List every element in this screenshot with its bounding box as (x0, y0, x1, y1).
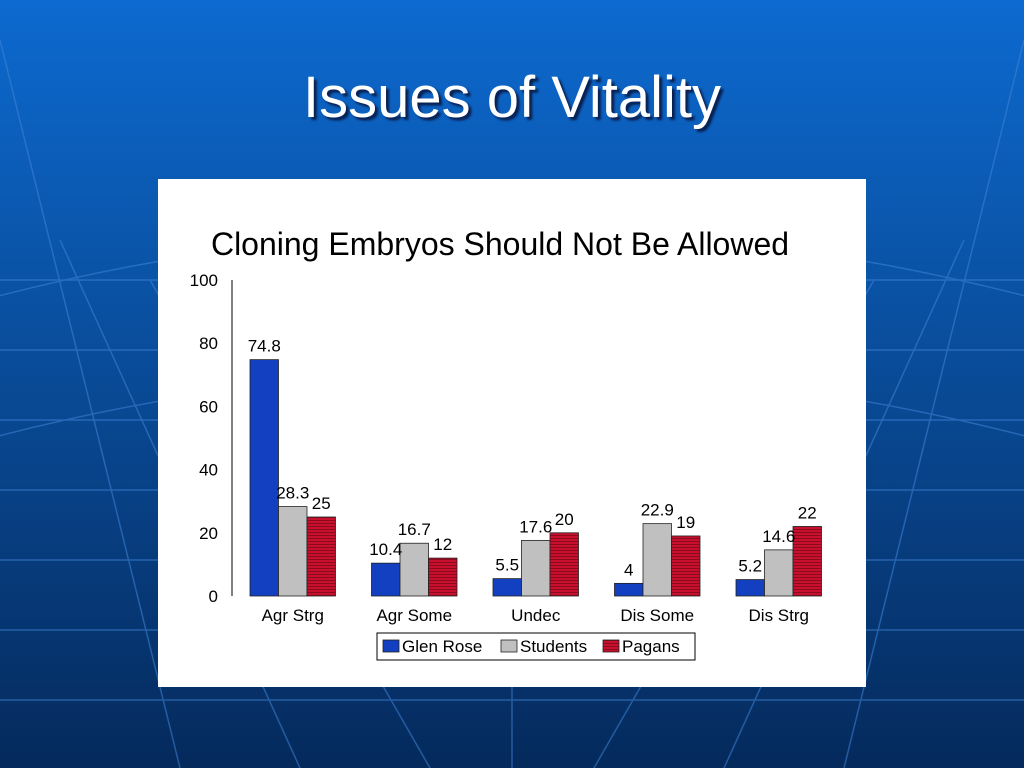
bar-glen-rose (492, 578, 522, 597)
legend: Glen Rose Students Pagans (376, 632, 696, 661)
data-label: 25 (312, 494, 331, 513)
x-tick-label: Agr Strg (262, 606, 324, 625)
bar-students (521, 539, 551, 597)
data-label: 5.5 (495, 556, 519, 575)
bar-students (278, 506, 308, 597)
bar-glen-rose (371, 562, 401, 597)
data-label: 4 (624, 560, 633, 579)
y-tick-label: 40 (199, 461, 218, 480)
bar-students (399, 542, 429, 597)
data-label: 14.6 (762, 527, 795, 546)
y-tick-label: 60 (199, 397, 218, 416)
legend-label: Pagans (622, 637, 680, 656)
bar-glen-rose (249, 359, 279, 597)
data-label: 19 (676, 513, 695, 532)
bar-glen-rose (735, 579, 765, 597)
data-label: 20 (555, 510, 574, 529)
data-label: 10.4 (369, 540, 402, 559)
bar-series (249, 359, 822, 597)
bar-pagans (549, 532, 579, 597)
legend-label: Glen Rose (402, 637, 482, 656)
data-label: 12 (433, 535, 452, 554)
x-tick-label: Undec (511, 606, 561, 625)
y-tick-label: 80 (199, 334, 218, 353)
legend-swatch (500, 639, 518, 653)
y-tick-label: 20 (199, 524, 218, 543)
data-label: 22 (798, 503, 817, 522)
legend-swatch (382, 639, 400, 653)
chart-panel: Cloning Embryos Should Not Be Allowed 0 2… (158, 179, 866, 687)
bar-pagans (306, 516, 336, 597)
x-tick-label: Dis Strg (749, 606, 809, 625)
x-tick-label: Dis Some (620, 606, 694, 625)
legend-box (376, 632, 696, 661)
data-label: 74.8 (248, 337, 281, 356)
y-tick-label: 0 (209, 587, 218, 606)
bar-students (642, 523, 672, 597)
data-label: 22.9 (641, 501, 674, 520)
bar-pagans (428, 557, 458, 597)
data-label: 17.6 (519, 517, 552, 536)
chart-title: Cloning Embryos Should Not Be Allowed (211, 226, 789, 262)
bar-chart: Cloning Embryos Should Not Be Allowed 0 2… (190, 226, 822, 661)
bar-glen-rose (614, 582, 644, 597)
bar-pagans (671, 535, 701, 597)
bar-pagans (792, 526, 822, 597)
data-label: 16.7 (398, 520, 431, 539)
bar-students (764, 549, 794, 597)
data-label: 5.2 (738, 557, 762, 576)
data-label: 28.3 (276, 484, 309, 503)
y-axis: 0 20 40 60 80 100 (190, 271, 218, 606)
legend-label: Students (520, 637, 587, 656)
legend-swatch (602, 639, 620, 653)
data-labels: 74.8 28.325 10.416.712 5.5 17.6 20 4 22.919 5.21… (248, 337, 817, 580)
x-axis: Agr Strg Agr Some Undec Dis Some Dis Strg (262, 606, 809, 625)
slide-title: Issues of Vitality (302, 65, 721, 130)
y-tick-label: 100 (190, 271, 218, 290)
x-tick-label: Agr Some (376, 606, 452, 625)
